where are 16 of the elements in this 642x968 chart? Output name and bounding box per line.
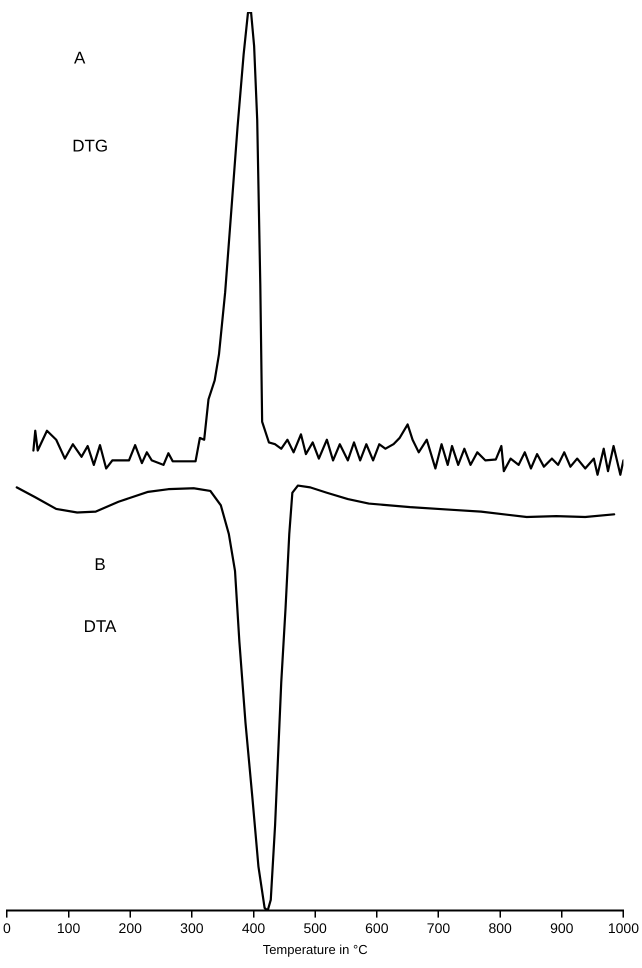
x-tick-label: 0 — [2, 920, 11, 936]
annotation: B — [94, 555, 106, 574]
x-tick-label: 600 — [365, 920, 389, 936]
x-tick-label: 400 — [242, 920, 266, 936]
annotation: DTA — [84, 617, 118, 636]
x-tick-label: 900 — [550, 920, 574, 936]
x-tick-label: 700 — [426, 920, 450, 936]
x-tick-label: 200 — [118, 920, 142, 936]
x-tick-label: 500 — [303, 920, 328, 936]
x-tick-label: 1000 — [608, 920, 640, 936]
annotation: A — [74, 48, 86, 68]
x-tick-label: 800 — [488, 920, 512, 936]
x-tick-label: 100 — [56, 920, 80, 936]
annotation: DTG — [72, 136, 108, 156]
x-axis-title: Temperature in °C — [262, 942, 368, 957]
x-tick-label: 300 — [180, 920, 204, 936]
